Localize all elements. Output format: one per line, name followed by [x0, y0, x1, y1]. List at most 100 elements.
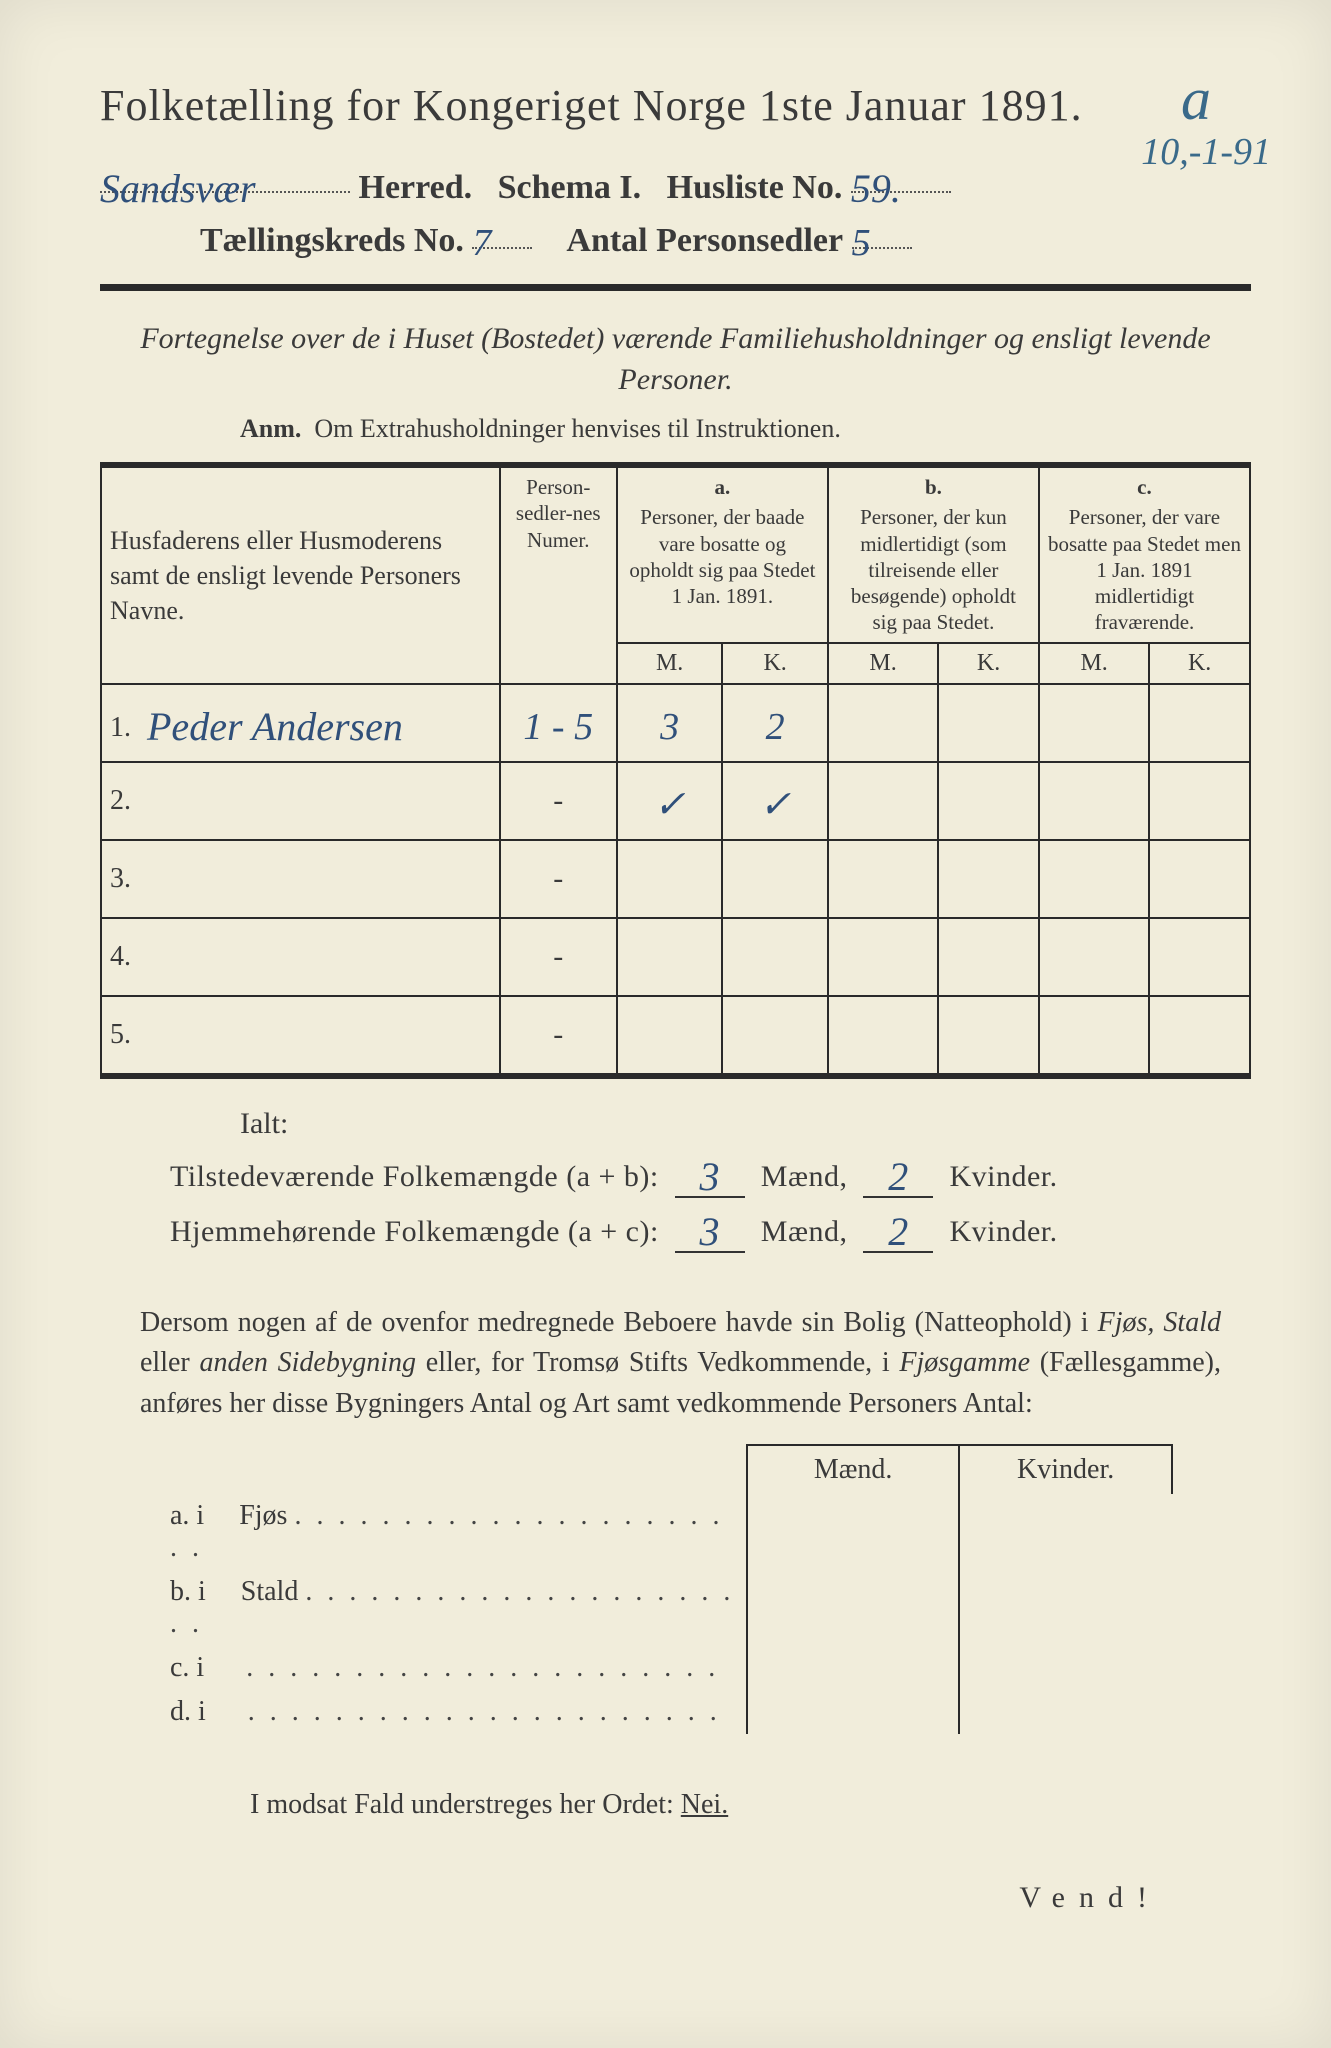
divider-rule: [100, 284, 1251, 291]
c-k-cell: [1149, 996, 1250, 1076]
ialt-label: Ialt:: [240, 1107, 1251, 1141]
col-c-k: K.: [1149, 643, 1250, 684]
a-k-cell: [722, 996, 828, 1076]
table-row: 1. Peder Andersen1 - 532: [101, 684, 1250, 762]
col-c-header: c. Personer, der vare bosatte paa Stedet…: [1039, 465, 1250, 643]
row-number: 2.: [110, 785, 140, 817]
form-title: Folketælling for Kongeriget Norge 1ste J…: [100, 80, 1251, 131]
a-k-cell: [722, 918, 828, 996]
numer-cell: -: [500, 762, 617, 840]
table-row: 4. -: [101, 918, 1250, 996]
header-row-2: Tællingskreds No. 7 Antal Personsedler 5: [200, 217, 1251, 260]
col-b-label: b.: [837, 474, 1030, 500]
header-row-1: Sandsvær Herred. Schema I. Husliste No. …: [100, 161, 1251, 207]
anm-label: Anm.: [240, 414, 301, 443]
schema-label: Schema I.: [498, 169, 642, 206]
c-m-cell: [1039, 840, 1149, 918]
sum1-label: Tilstedeværende Folkemængde (a + b):: [170, 1160, 659, 1193]
c-k-cell: [1149, 840, 1250, 918]
b-m-cell: [828, 918, 938, 996]
herred-label: Herred.: [359, 169, 473, 206]
c-k-cell: [1149, 762, 1250, 840]
sum1-k: 2: [888, 1154, 909, 1199]
col-c-m: M.: [1039, 643, 1149, 684]
kreds-label: Tællingskreds No.: [200, 222, 464, 259]
building-row: a. i Fjøs . . . . . . . . . . . . . . . …: [160, 1494, 1172, 1570]
husliste-field: 59.: [851, 161, 951, 193]
col-a-text: Personer, der baade vare bosatte og opho…: [629, 505, 815, 608]
row-name-cell: 2.: [101, 762, 500, 840]
building-label-cell: d. i . . . . . . . . . . . . . . . . . .…: [160, 1690, 747, 1734]
col-a-header: a. Personer, der baade vare bosatte og o…: [617, 465, 828, 643]
nei-word: Nei.: [681, 1789, 728, 1820]
building-kvinder-cell: [959, 1646, 1172, 1690]
building-maend-cell: [747, 1494, 959, 1570]
col-b-text: Personer, der kun midlertidigt (som tilr…: [851, 505, 1016, 634]
a-m-cell: 3: [617, 684, 723, 762]
b-k-cell: [938, 918, 1039, 996]
dersom-paragraph: Dersom nogen af de ovenfor medregnede Be…: [140, 1303, 1221, 1425]
lower-kvinder-header: Kvinder.: [959, 1445, 1172, 1494]
table-row: 3. -: [101, 840, 1250, 918]
col-numer-header: Person-sedler-nes Numer.: [500, 465, 617, 684]
a-k-cell: [722, 840, 828, 918]
row-number: 5.: [110, 1019, 140, 1051]
row-number: 1.: [110, 712, 140, 744]
numer-cell: 1 - 5: [500, 684, 617, 762]
col-b-m: M.: [828, 643, 938, 684]
antal-label: Antal Personsedler: [566, 222, 843, 259]
sum2-label: Hjemmehørende Folkemængde (a + c):: [170, 1215, 659, 1248]
row-number: 3.: [110, 863, 140, 895]
building-maend-cell: [747, 1646, 959, 1690]
col-c-label: c.: [1048, 474, 1241, 500]
a-m-cell: [617, 996, 723, 1076]
margin-letter: a: [1181, 65, 1211, 134]
herred-value: Sandsvær: [100, 166, 256, 211]
numer-cell: -: [500, 840, 617, 918]
row-name-cell: 1. Peder Andersen: [101, 684, 500, 762]
a-m-cell: [617, 840, 723, 918]
b-m-cell: [828, 762, 938, 840]
nei-prefix: I modsat Fald understreges her Ordet:: [250, 1789, 681, 1820]
col-b-k: K.: [938, 643, 1039, 684]
col-a-k: K.: [722, 643, 828, 684]
husliste-label: Husliste No.: [667, 169, 843, 206]
b-k-cell: [938, 762, 1039, 840]
b-m-cell: [828, 996, 938, 1076]
b-m-cell: [828, 684, 938, 762]
c-m-cell: [1039, 996, 1149, 1076]
antal-field: 5: [852, 217, 912, 249]
table-row: 5. -: [101, 996, 1250, 1076]
numer-cell: -: [500, 918, 617, 996]
vend-label: Vend!: [100, 1881, 1161, 1915]
a-m-cell: ✓: [617, 762, 723, 840]
kreds-field: 7: [472, 217, 532, 249]
col-a-m: M.: [617, 643, 723, 684]
col-c-text: Personer, der vare bosatte paa Stedet me…: [1048, 505, 1241, 634]
person-name: Peder Andersen: [147, 704, 403, 749]
building-row: d. i . . . . . . . . . . . . . . . . . .…: [160, 1690, 1172, 1734]
sum1-m: 3: [700, 1154, 721, 1199]
sum2-kvinder: Kvinder.: [949, 1215, 1057, 1248]
antal-value: 5: [852, 222, 871, 264]
col-name-text: Husfaderens eller Husmoderens samt de en…: [110, 526, 461, 625]
building-label-cell: a. i Fjøs . . . . . . . . . . . . . . . …: [160, 1494, 747, 1570]
census-form-page: a 10,-1-91 Folketælling for Kongeriget N…: [0, 0, 1331, 2048]
a-m-cell: [617, 918, 723, 996]
c-k-cell: [1149, 918, 1250, 996]
sum2-m: 3: [700, 1209, 721, 1254]
a-k-cell: ✓: [722, 762, 828, 840]
building-kvinder-cell: [959, 1690, 1172, 1734]
building-kvinder-cell: [959, 1570, 1172, 1646]
row-name-cell: 5.: [101, 996, 500, 1076]
margin-date: 10,-1-91: [1141, 130, 1271, 174]
building-row: b. i Stald . . . . . . . . . . . . . . .…: [160, 1570, 1172, 1646]
c-m-cell: [1039, 684, 1149, 762]
b-k-cell: [938, 996, 1039, 1076]
anm-text: Om Extrahusholdninger henvises til Instr…: [314, 414, 840, 443]
row-number: 4.: [110, 941, 140, 973]
husliste-value: 59.: [851, 166, 901, 211]
sum1-kvinder: Kvinder.: [949, 1160, 1057, 1193]
anm-line: Anm. Om Extrahusholdninger henvises til …: [240, 414, 1251, 444]
b-k-cell: [938, 684, 1039, 762]
